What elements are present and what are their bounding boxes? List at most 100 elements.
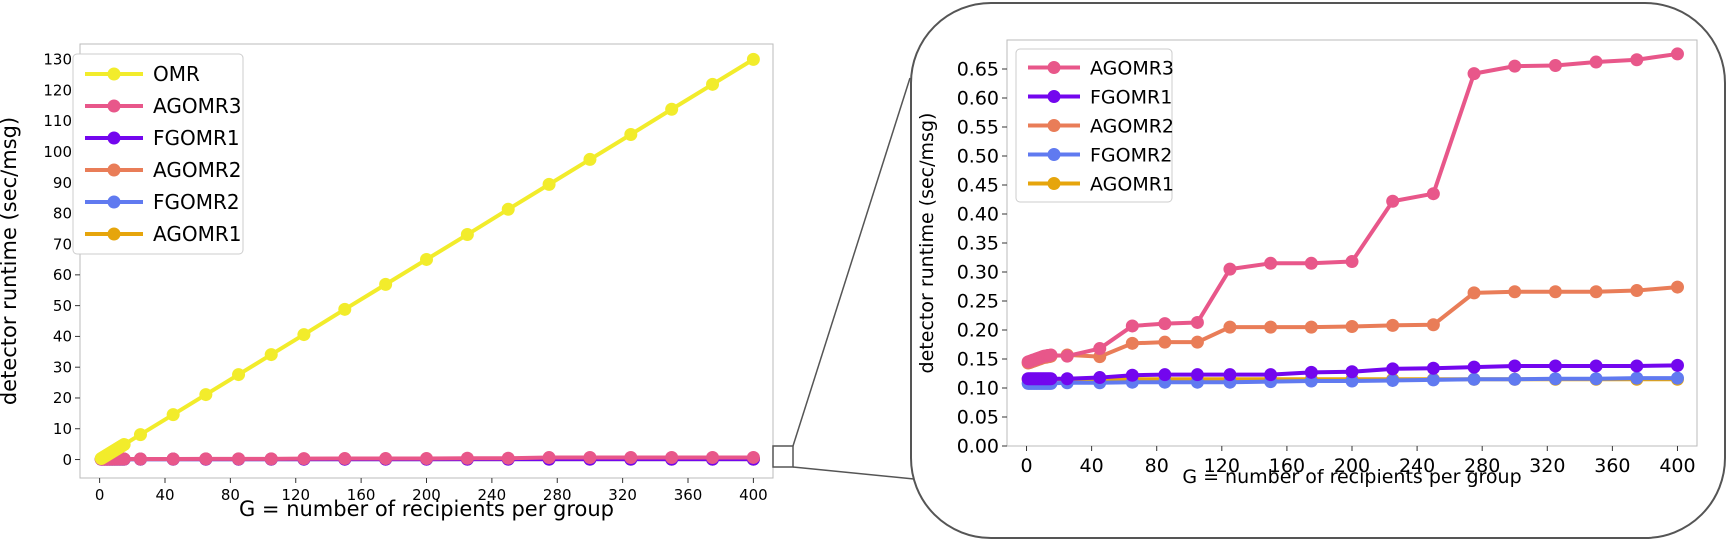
y-tick-label: 0.00: [957, 436, 999, 458]
y-tick-label: 0.50: [957, 146, 999, 168]
x-tick-label: 280: [543, 486, 572, 504]
y-tick-label: 0.65: [957, 59, 999, 81]
x-tick-label: 360: [674, 486, 703, 504]
data-point-fgomr2: [1670, 371, 1684, 385]
data-point-fgomr1: [1125, 368, 1139, 382]
data-point-fgomr1: [1630, 359, 1644, 373]
x-tick-label: 400: [1659, 455, 1695, 477]
legend-label: FGOMR2: [153, 190, 240, 214]
data-point-omr: [297, 328, 311, 342]
x-axis-label: G = number of recipients per group: [1182, 466, 1521, 488]
data-point-agomr3: [1345, 255, 1359, 269]
y-tick-label: 0.35: [957, 233, 999, 255]
data-point-omr: [199, 388, 213, 402]
x-tick-label: 400: [739, 486, 768, 504]
data-point-agomr3: [1044, 348, 1058, 362]
zoom-connector-lines: [772, 77, 915, 480]
x-tick-label: 200: [1334, 455, 1370, 477]
data-point-agomr3: [1223, 262, 1237, 276]
data-point-agomr3: [1125, 319, 1139, 333]
data-point-agomr2: [1589, 285, 1603, 299]
legend-marker: [107, 163, 121, 177]
y-tick-label: 0: [62, 451, 72, 469]
data-point-agomr3: [746, 450, 760, 464]
y-tick-label: 0.20: [957, 320, 999, 342]
data-point-agomr2: [1223, 320, 1237, 334]
data-point-omr: [338, 302, 352, 316]
data-point-omr: [501, 202, 515, 216]
connector-line-top: [792, 77, 911, 447]
legend-item: FGOMR2: [1028, 144, 1172, 166]
data-point-fgomr2: [1630, 371, 1644, 385]
data-point-agomr2: [1125, 336, 1139, 350]
y-tick-label: 120: [43, 81, 72, 99]
data-point-fgomr2: [1508, 372, 1522, 386]
legend-item: AGOMR3: [85, 94, 241, 118]
inset-chart: 0 40 80 120 160 200 240 280 320 360 400 0.00 0.05 0.1…: [916, 39, 1698, 488]
x-tick-label: 160: [1269, 455, 1305, 477]
data-point-agomr3: [1630, 53, 1644, 67]
legend-label: AGOMR3: [1090, 57, 1174, 79]
data-point-fgomr2: [1426, 373, 1440, 387]
data-point-agomr3: [706, 450, 720, 464]
y-tick-label: 0.25: [957, 291, 999, 313]
legend-marker: [1047, 90, 1061, 103]
x-tick-label: 280: [1464, 455, 1500, 477]
data-point-agomr3: [501, 451, 515, 465]
data-point-agomr2: [1426, 318, 1440, 332]
data-point-agomr2: [1548, 285, 1562, 299]
x-tick-label: 120: [281, 486, 310, 504]
x-tick-label: 200: [412, 486, 441, 504]
data-point-agomr3: [1508, 59, 1522, 73]
y-tick-label: 0.55: [957, 117, 999, 139]
data-point-fgomr2: [1386, 373, 1400, 387]
data-point-agomr3: [166, 452, 180, 466]
legend-marker: [107, 99, 121, 113]
x-tick-label: 0: [95, 486, 105, 504]
legend-label: AGOMR1: [153, 222, 241, 246]
data-point-agomr3: [1386, 194, 1400, 208]
data-point-agomr2: [1158, 335, 1172, 349]
data-point-fgomr1: [1264, 368, 1278, 382]
data-point-fgomr1: [1223, 368, 1237, 382]
legend-marker: [107, 195, 121, 209]
legend: AGOMR3 FGOMR1 AGOMR2 FGOMR2 AGOMR1: [1015, 48, 1174, 203]
data-point-fgomr1: [1589, 359, 1603, 373]
y-tick-label: 0.30: [957, 262, 999, 284]
x-tick-label: 0: [1020, 455, 1032, 477]
data-point-agomr3: [379, 452, 393, 466]
data-point-agomr3: [117, 452, 131, 466]
x-tick-label: 80: [221, 486, 240, 504]
legend-label: FGOMR1: [1090, 86, 1172, 108]
x-tick-label: 240: [478, 486, 507, 504]
data-point-agomr3: [420, 452, 433, 466]
data-point-agomr3: [624, 451, 638, 465]
y-tick-label: 20: [53, 389, 72, 407]
data-point-omr: [665, 102, 679, 116]
data-point-fgomr1: [1190, 368, 1204, 382]
series-agomr3: [1021, 47, 1684, 369]
legend-item: AGOMR3: [1028, 57, 1174, 79]
legend-label: AGOMR1: [1090, 173, 1174, 195]
data-point-fgomr1: [1508, 359, 1522, 373]
legend-item: AGOMR2: [1028, 115, 1174, 137]
data-point-omr: [264, 348, 278, 362]
plot-area: [94, 52, 760, 466]
data-point-agomr2: [1190, 335, 1204, 349]
x-tick-label: 40: [155, 486, 174, 504]
data-point-omr: [624, 127, 638, 141]
data-point-agomr3: [264, 452, 278, 466]
y-tick-label: 60: [53, 266, 72, 284]
x-tick-label: 320: [608, 486, 637, 504]
connector-line-bottom: [792, 466, 915, 480]
data-point-fgomr1: [1670, 358, 1684, 372]
legend-label: AGOMR3: [153, 94, 241, 118]
legend-item: OMR: [85, 62, 200, 86]
data-point-omr: [133, 428, 147, 442]
legend-label: OMR: [153, 62, 200, 86]
data-point-agomr3: [1190, 315, 1204, 329]
data-point-fgomr1: [1093, 371, 1107, 385]
data-point-agomr3: [1426, 187, 1440, 201]
data-point-omr: [746, 52, 760, 66]
data-point-agomr3: [199, 452, 213, 466]
